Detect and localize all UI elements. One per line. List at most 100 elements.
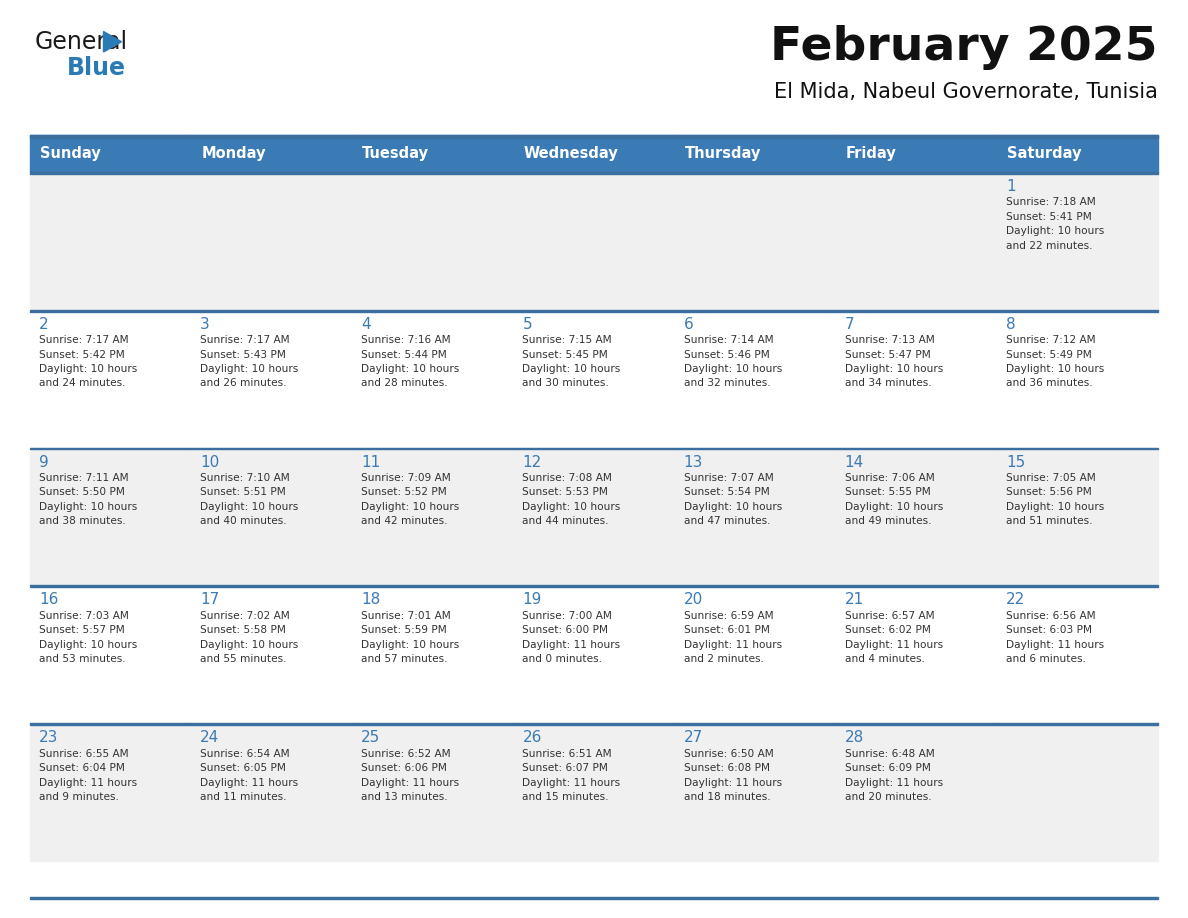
Bar [835,723,997,861]
Text: 10: 10 [200,454,220,470]
Bar [675,723,835,725]
Bar [30,172,191,174]
Bar [835,448,997,450]
Bar [513,586,675,588]
Polygon shape [103,31,121,52]
Text: 27: 27 [683,730,703,745]
Bar [30,723,191,725]
Text: 3: 3 [200,317,210,331]
Bar [191,723,353,725]
Bar [191,448,353,586]
Text: 22: 22 [1006,592,1025,608]
Bar [30,172,191,309]
Text: Sunrise: 7:00 AM
Sunset: 6:00 PM
Daylight: 11 hours
and 0 minutes.: Sunrise: 7:00 AM Sunset: 6:00 PM Dayligh… [523,610,620,664]
Bar [30,586,191,723]
Bar [997,723,1158,725]
Text: Sunrise: 7:09 AM
Sunset: 5:52 PM
Daylight: 10 hours
and 42 minutes.: Sunrise: 7:09 AM Sunset: 5:52 PM Dayligh… [361,473,460,526]
Bar [30,897,1158,899]
Bar [675,135,835,172]
Bar [353,309,513,448]
Bar [997,723,1158,861]
Text: 15: 15 [1006,454,1025,470]
Text: Sunrise: 7:01 AM
Sunset: 5:59 PM
Daylight: 10 hours
and 57 minutes.: Sunrise: 7:01 AM Sunset: 5:59 PM Dayligh… [361,610,460,664]
Bar [997,172,1158,174]
Text: Sunrise: 7:10 AM
Sunset: 5:51 PM
Daylight: 10 hours
and 40 minutes.: Sunrise: 7:10 AM Sunset: 5:51 PM Dayligh… [200,473,298,526]
Bar [997,135,1158,172]
Text: Sunrise: 7:17 AM
Sunset: 5:42 PM
Daylight: 10 hours
and 24 minutes.: Sunrise: 7:17 AM Sunset: 5:42 PM Dayligh… [39,335,138,388]
Text: Sunday: Sunday [40,146,101,161]
Bar [675,586,835,723]
Bar [513,723,675,725]
Bar [191,723,353,861]
Text: Sunrise: 7:18 AM
Sunset: 5:41 PM
Daylight: 10 hours
and 22 minutes.: Sunrise: 7:18 AM Sunset: 5:41 PM Dayligh… [1006,197,1104,251]
Bar [675,172,835,309]
Text: 16: 16 [39,592,58,608]
Bar [353,172,513,309]
Bar [191,309,353,311]
Text: 5: 5 [523,317,532,331]
Text: 18: 18 [361,592,380,608]
Text: Sunrise: 7:06 AM
Sunset: 5:55 PM
Daylight: 10 hours
and 49 minutes.: Sunrise: 7:06 AM Sunset: 5:55 PM Dayligh… [845,473,943,526]
Bar [191,586,353,723]
Bar [675,723,835,861]
Bar [835,586,997,588]
Bar [997,586,1158,588]
Bar [353,172,513,174]
Bar [353,586,513,588]
Bar [513,309,675,448]
Bar [353,448,513,586]
Bar [513,309,675,311]
Text: Sunrise: 7:12 AM
Sunset: 5:49 PM
Daylight: 10 hours
and 36 minutes.: Sunrise: 7:12 AM Sunset: 5:49 PM Dayligh… [1006,335,1104,388]
Text: Sunrise: 6:50 AM
Sunset: 6:08 PM
Daylight: 11 hours
and 18 minutes.: Sunrise: 6:50 AM Sunset: 6:08 PM Dayligh… [683,749,782,802]
Bar [353,723,513,725]
Text: Sunrise: 7:13 AM
Sunset: 5:47 PM
Daylight: 10 hours
and 34 minutes.: Sunrise: 7:13 AM Sunset: 5:47 PM Dayligh… [845,335,943,388]
Bar [835,309,997,311]
Text: El Mida, Nabeul Governorate, Tunisia: El Mida, Nabeul Governorate, Tunisia [775,82,1158,102]
Bar [353,586,513,723]
Bar [997,448,1158,450]
Bar [513,448,675,586]
Bar [513,723,675,861]
Text: Sunrise: 6:51 AM
Sunset: 6:07 PM
Daylight: 11 hours
and 15 minutes.: Sunrise: 6:51 AM Sunset: 6:07 PM Dayligh… [523,749,620,802]
Text: 6: 6 [683,317,694,331]
Text: February 2025: February 2025 [771,25,1158,70]
Text: 23: 23 [39,730,58,745]
Bar [997,172,1158,309]
Bar [835,586,997,723]
Bar [513,172,675,309]
Bar [353,135,513,172]
Text: Saturday: Saturday [1007,146,1081,161]
Text: 13: 13 [683,454,703,470]
Bar [675,309,835,448]
Bar [191,586,353,588]
Bar [30,448,191,450]
Bar [997,309,1158,448]
Text: Friday: Friday [846,146,897,161]
Text: Thursday: Thursday [684,146,762,161]
Bar [835,172,997,174]
Bar [675,309,835,311]
Text: Sunrise: 6:57 AM
Sunset: 6:02 PM
Daylight: 11 hours
and 4 minutes.: Sunrise: 6:57 AM Sunset: 6:02 PM Dayligh… [845,610,943,664]
Text: 11: 11 [361,454,380,470]
Text: Sunrise: 7:05 AM
Sunset: 5:56 PM
Daylight: 10 hours
and 51 minutes.: Sunrise: 7:05 AM Sunset: 5:56 PM Dayligh… [1006,473,1104,526]
Text: Wednesday: Wednesday [524,146,618,161]
Text: 1: 1 [1006,179,1016,194]
Text: General: General [34,30,128,54]
Bar [997,586,1158,723]
Bar [835,448,997,586]
Bar [191,309,353,448]
Bar [513,135,675,172]
Bar [835,172,997,309]
Text: Sunrise: 6:55 AM
Sunset: 6:04 PM
Daylight: 11 hours
and 9 minutes.: Sunrise: 6:55 AM Sunset: 6:04 PM Dayligh… [39,749,137,802]
Text: Sunrise: 6:54 AM
Sunset: 6:05 PM
Daylight: 11 hours
and 11 minutes.: Sunrise: 6:54 AM Sunset: 6:05 PM Dayligh… [200,749,298,802]
Bar [191,172,353,174]
Text: 14: 14 [845,454,864,470]
Bar [191,448,353,450]
Text: Blue: Blue [67,56,126,80]
Text: 21: 21 [845,592,864,608]
Bar [30,586,191,588]
Bar [353,448,513,450]
Text: Tuesday: Tuesday [362,146,429,161]
Text: 24: 24 [200,730,220,745]
Text: Sunrise: 6:48 AM
Sunset: 6:09 PM
Daylight: 11 hours
and 20 minutes.: Sunrise: 6:48 AM Sunset: 6:09 PM Dayligh… [845,749,943,802]
